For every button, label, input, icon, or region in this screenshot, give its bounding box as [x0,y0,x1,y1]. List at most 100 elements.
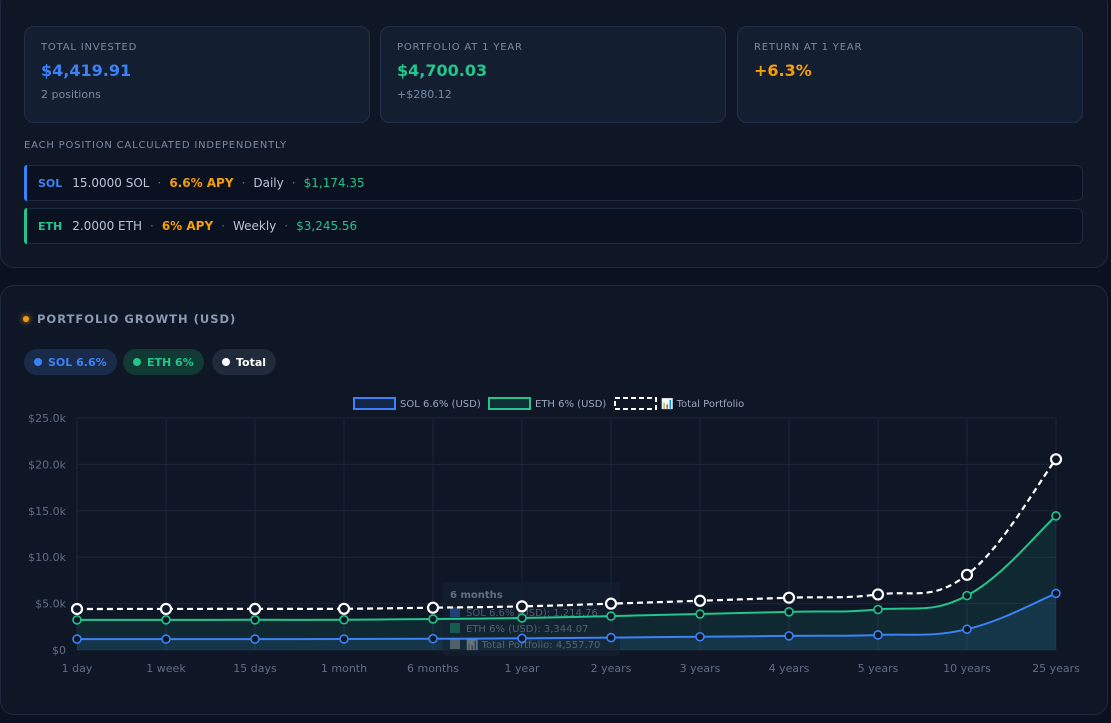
data-point [339,614,349,625]
total-dot-icon [222,358,230,366]
data-point [606,611,616,621]
tooltip-swatch [450,623,460,633]
positions-caption: EACH POSITION CALCULATED INDEPENDENTLY [24,140,287,151]
chart-panel: PORTFOLIO GROWTH (USD) SOL 6.6% ETH 6% T… [0,285,1108,715]
position-amount: 15.0000 SOL [72,176,150,190]
data-point [428,614,438,624]
positions-count: 2 positions [41,88,101,101]
toggle-total-label: Total [236,355,267,369]
position-frequency: Daily [253,176,284,190]
x-tick-label: 6 months [407,662,459,675]
chart-title-text: PORTFOLIO GROWTH (USD) [37,312,237,326]
data-point [606,632,616,643]
data-point [337,602,351,615]
position-value: $3,245.56 [296,219,358,233]
tooltip-swatch [450,639,460,649]
x-tick-label: 4 years [769,662,810,675]
x-tick-label: 1 month [321,662,367,675]
toggle-eth-label: ETH 6% [147,355,194,369]
return-1y-value: +6.3% [754,61,812,80]
data-point [695,609,705,619]
growth-chart[interactable]: $0 $5.0k $10.0k $15.0k $20.0k $25.0k 1 day 1 we… [1,286,1107,714]
tooltip-swatch [450,607,460,617]
total-invested-value: $4,419.91 [41,61,132,80]
data-point [428,633,438,644]
separator-dot: · [284,219,289,233]
x-tick-label: 5 years [858,662,899,675]
data-point [604,597,618,610]
series-area [77,515,1056,650]
x-tick-label: 1 week [146,662,186,675]
data-point [159,602,173,616]
chart-title: PORTFOLIO GROWTH (USD) [23,312,236,326]
data-point [250,634,260,644]
data-point [693,594,707,607]
legend-label: 📊 Total Portfolio [661,397,744,410]
title-bullet-icon [23,316,29,322]
tooltip-line: ETH 6% (USD): 3,344.07 [466,624,588,635]
data-point [161,634,171,644]
position-accent-bar [24,165,27,201]
legend-label: SOL 6.6% (USD) [400,399,481,410]
sol-dot-icon [34,358,42,366]
tooltip-title: 6 months [450,590,503,601]
position-apy: 6% APY [161,219,214,233]
x-tick-label: 10 years [943,662,991,675]
series-line [76,515,1057,621]
x-tick-label: 2 years [591,662,632,675]
position-value: $1,174.35 [303,176,365,190]
x-tick-label: 3 years [680,662,721,675]
position-row-sol[interactable]: SOL 15.0000 SOL · 6.6% APY · Daily · $1,… [24,165,1083,201]
data-point [782,591,796,604]
legend-swatch [488,397,531,410]
toggle-eth[interactable]: ETH 6% [123,349,204,375]
data-point [161,615,171,625]
return-1y-card: RETURN AT 1 YEAR +6.3% [737,26,1083,123]
data-point [72,634,82,644]
eth-dot-icon [133,358,141,366]
position-symbol: SOL [38,176,63,190]
summary-panel: TOTAL INVESTED $4,419.91 2 positions POR… [0,0,1108,268]
legend-label: ETH 6% (USD) [535,399,606,410]
separator-dot: · [291,176,296,190]
position-amount: 2.0000 ETH [72,219,142,233]
tooltip-line: 📊 Total Portfolio: 4,557.70 [466,638,600,651]
data-point [70,602,84,616]
total-invested-card: TOTAL INVESTED $4,419.91 2 positions [24,26,370,123]
y-tick-label: $15.0k [28,505,66,518]
data-point [1051,511,1061,521]
tooltip-line: SOL 6.6% (USD): 1,214.76 [466,608,598,619]
separator-dot: · [221,219,225,233]
portfolio-1y-value: $4,700.03 [397,61,488,80]
y-tick-label: $0 [52,644,66,657]
data-point [517,613,527,623]
y-tick-label: $20.0k [28,458,66,471]
data-point [1051,588,1061,599]
y-tick-label: $10.0k [28,551,66,564]
position-row-eth[interactable]: ETH 2.0000 ETH · 6% APY · Weekly · $3,24… [24,208,1083,244]
legend-swatch [614,397,657,410]
toggle-total[interactable]: Total [212,349,277,375]
data-point [873,630,883,640]
data-point [515,600,529,613]
separator-dot: · [241,176,246,190]
data-point [873,604,883,615]
x-tick-label: 25 years [1032,662,1080,675]
position-apy: 6.6% APY [169,176,234,190]
separator-dot: · [157,176,162,190]
total-invested-label: TOTAL INVESTED [41,42,138,53]
separator-dot: · [149,219,154,233]
data-point [250,615,260,625]
data-point [960,568,974,581]
data-point [695,631,705,642]
x-tick-label: 1 day [62,662,93,675]
position-frequency: Weekly [232,219,277,233]
toggle-sol-label: SOL 6.6% [48,355,107,369]
data-point [426,601,440,614]
portfolio-1y-card: PORTFOLIO AT 1 YEAR $4,700.03 +$280.12 [380,26,726,123]
data-point [72,615,82,625]
toggle-sol[interactable]: SOL 6.6% [24,349,117,375]
data-point [1049,453,1063,466]
portfolio-1y-gain: +$280.12 [397,88,452,101]
data-point [871,588,885,601]
